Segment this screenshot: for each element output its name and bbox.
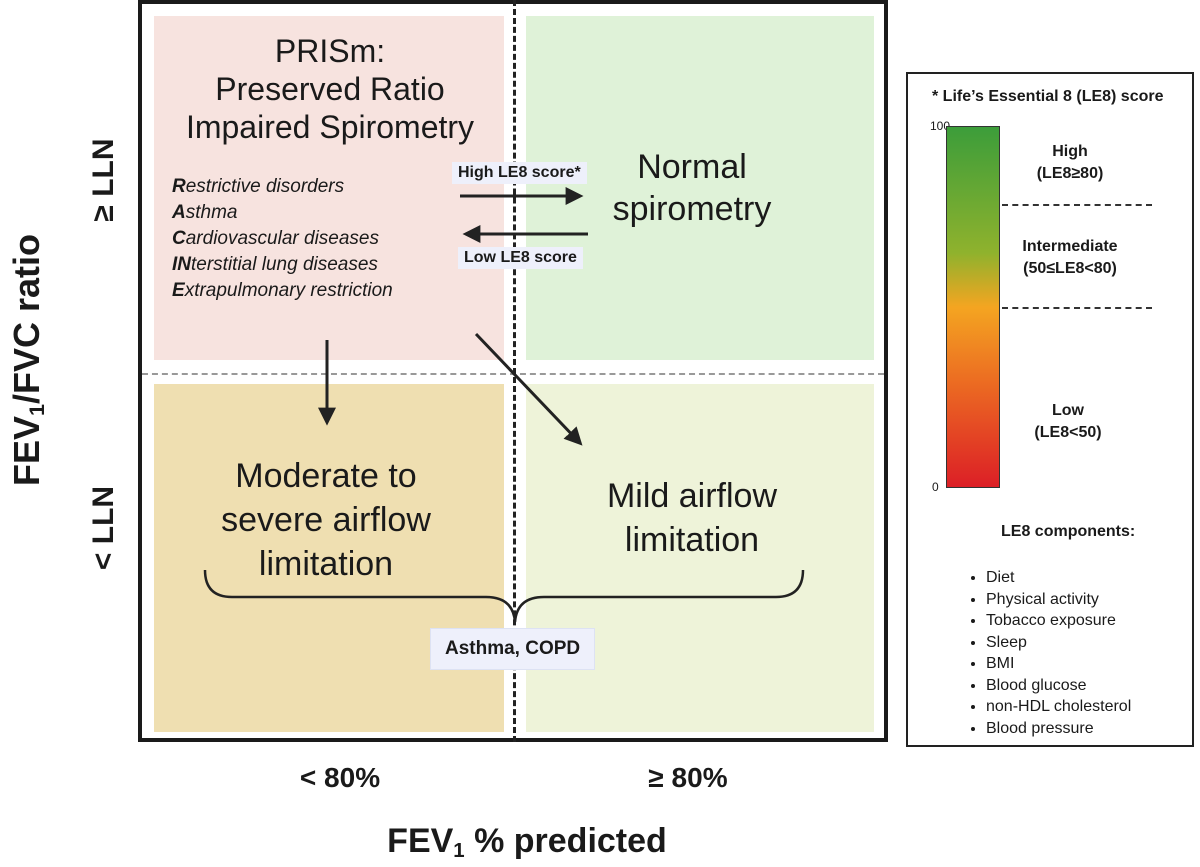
- condition-item: Asthma: [172, 202, 238, 223]
- component-item: Physical activity: [986, 589, 1131, 611]
- component-item: BMI: [986, 653, 1131, 675]
- quadrant-normal: [526, 16, 874, 360]
- quadrant-mild: [526, 384, 874, 732]
- high-le8-label: High LE8 score*: [452, 162, 587, 184]
- low-le8-label: Low LE8 score: [458, 247, 583, 269]
- scale-tick-top: 100: [930, 119, 951, 133]
- band-name: High: [1052, 143, 1088, 160]
- x-axis-title-sub: 1: [453, 840, 465, 863]
- component-item: Tobacco exposure: [986, 610, 1131, 632]
- band-range: (LE8≥80): [1036, 165, 1104, 182]
- condition-item: Cardiovascular diseases: [172, 228, 379, 249]
- quadrant-moderate-severe: [154, 384, 504, 732]
- prism-title-line: PRISm:: [274, 33, 386, 69]
- normal-title-line: Normal: [637, 148, 747, 186]
- band-name: Intermediate: [1022, 238, 1118, 255]
- curly-brace: [203, 569, 805, 623]
- band-low: Low (LE8<50): [1034, 400, 1101, 444]
- components-title: LE8 components:: [1001, 523, 1136, 540]
- prism-title-line: Impaired Spirometry: [185, 109, 475, 145]
- band-range: (50≤LE8<80): [1023, 260, 1117, 277]
- band-range: (LE8<50): [1034, 424, 1102, 441]
- condition-item: Extrapulmonary restriction: [172, 280, 393, 301]
- band-divider-high: [1002, 204, 1152, 206]
- prism-title-line: Preserved Ratio: [215, 71, 445, 107]
- x-label-left: < 80%: [299, 762, 381, 793]
- prism-title: PRISm: Preserved Ratio Impaired Spiromet…: [186, 32, 474, 146]
- moderate-title-line: Moderate to: [235, 457, 417, 495]
- mild-title: Mild airflow limitation: [607, 474, 777, 562]
- component-item: Blood pressure: [986, 718, 1131, 740]
- scale-tick-bottom: 0: [932, 480, 939, 494]
- x-axis-title-rest: % predicted: [464, 822, 667, 860]
- quadrant-prism: [154, 16, 504, 360]
- vertical-divider: [513, 0, 516, 742]
- normal-title: Normal spirometry: [613, 146, 772, 230]
- component-item: non-HDL cholesterol: [986, 696, 1131, 718]
- le8-color-scale: [946, 126, 1000, 488]
- condition-item: Restrictive disorders: [172, 176, 345, 197]
- condition-item: INterstitial lung diseases: [172, 254, 378, 275]
- diagonal-arrow: [474, 332, 583, 446]
- band-intermediate: Intermediate (50≤LE8<80): [1022, 236, 1117, 280]
- band-high: High (LE8≥80): [1037, 141, 1104, 185]
- x-axis-title-main: FEV: [387, 822, 454, 860]
- x-axis-title: FEV1 % predicted: [387, 822, 667, 863]
- mild-title-line: limitation: [624, 521, 760, 559]
- legend-title: * Life’s Essential 8 (LE8) score: [932, 88, 1164, 105]
- band-divider-low: [1002, 307, 1152, 309]
- le8-legend: [906, 72, 1194, 747]
- mild-title-line: Mild airflow: [606, 477, 778, 515]
- normal-title-line: spirometry: [612, 190, 772, 228]
- component-item: Diet: [986, 567, 1131, 589]
- moderate-severe-title: Moderate to severe airflow limitation: [221, 454, 431, 586]
- x-label-right: ≥ 80%: [648, 762, 728, 793]
- moderate-title-line: limitation: [258, 545, 394, 583]
- asthma-copd-label: Asthma, COPD: [430, 628, 596, 670]
- prism-conditions-list: Restrictive disorders Asthma Cardiovascu…: [172, 174, 393, 304]
- components-list: Diet Physical activity Tobacco exposure …: [966, 567, 1131, 739]
- component-item: Blood glucose: [986, 675, 1131, 697]
- band-name: Low: [1051, 402, 1084, 419]
- component-item: Sleep: [986, 632, 1131, 654]
- moderate-title-line: severe airflow: [221, 501, 431, 539]
